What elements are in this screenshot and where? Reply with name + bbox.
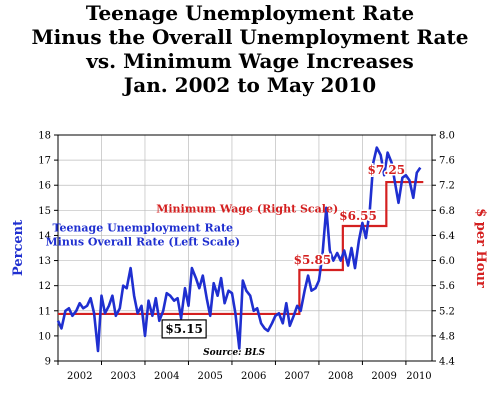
left-tick-label: 14 (38, 231, 51, 242)
source-note: Source: BLS (203, 348, 265, 358)
right-axis-title: $ per Hour (473, 208, 488, 288)
wage-label-box-515 (161, 319, 207, 339)
x-tick-label: 2008 (328, 371, 353, 382)
left-tick-label: 11 (38, 306, 51, 317)
left-tick-label: 17 (38, 156, 51, 167)
x-tick-label: 2009 (371, 371, 396, 382)
x-tick-label: 2002 (67, 371, 92, 382)
x-tick-label: 2010 (406, 371, 431, 382)
right-tick-label: 5.6 (439, 281, 455, 292)
x-tick-label: 2004 (154, 371, 179, 382)
right-tick-label: 6.4 (439, 231, 455, 242)
wage-label-655: $6.55 (339, 209, 377, 223)
x-tick-label: 2007 (284, 371, 309, 382)
x-tick-label: 2003 (111, 371, 136, 382)
left-tick-label: 10 (38, 331, 51, 342)
right-tick-label: 6.8 (439, 206, 455, 217)
wage-label-515: $5.15 (165, 322, 203, 336)
series-label-minimum-wage: Minimum Wage (Right Scale) (156, 202, 338, 215)
series-label-teen-gap-line-2: Minus Overall Rate (Left Scale) (45, 236, 240, 249)
left-tick-label: 15 (38, 206, 51, 217)
wage-label-585: $5.85 (294, 253, 332, 267)
series-line-teen-unemployment-gap (56, 146, 422, 353)
x-tick-label: 2006 (241, 371, 266, 382)
left-tick-label: 9 (45, 357, 51, 368)
chart-title-line-2: Minus the Overall Unemployment Rate (31, 25, 469, 49)
right-tick-label: 7.6 (439, 156, 455, 167)
series-line-minimum-wage (58, 180, 424, 316)
right-tick-label: 4.8 (439, 331, 455, 342)
left-axis-title: Percent (11, 220, 26, 276)
right-tick-label: 8.0 (439, 131, 455, 142)
plot-frame (57, 134, 433, 362)
x-tick-label: 2005 (197, 371, 222, 382)
left-tick-label: 16 (38, 181, 51, 192)
chart-title-line-4: Jan. 2002 to May 2010 (123, 73, 377, 97)
wage-label-725: $7.25 (368, 163, 406, 177)
chart-title-line-1: Teenage Unemployment Rate (85, 1, 415, 25)
right-tick-label: 4.4 (439, 357, 455, 368)
chart-title-line-3: vs. Minimum Wage Increases (86, 49, 414, 73)
right-tick-label: 5.2 (439, 306, 455, 317)
left-tick-label: 18 (38, 131, 51, 142)
left-tick-label: 13 (38, 256, 51, 267)
right-tick-label: 6.0 (439, 256, 455, 267)
series-label-teen-gap-line-1: Teenage Unemployment Rate (53, 222, 234, 235)
right-tick-label: 7.2 (439, 181, 455, 192)
left-tick-label: 12 (38, 281, 51, 292)
